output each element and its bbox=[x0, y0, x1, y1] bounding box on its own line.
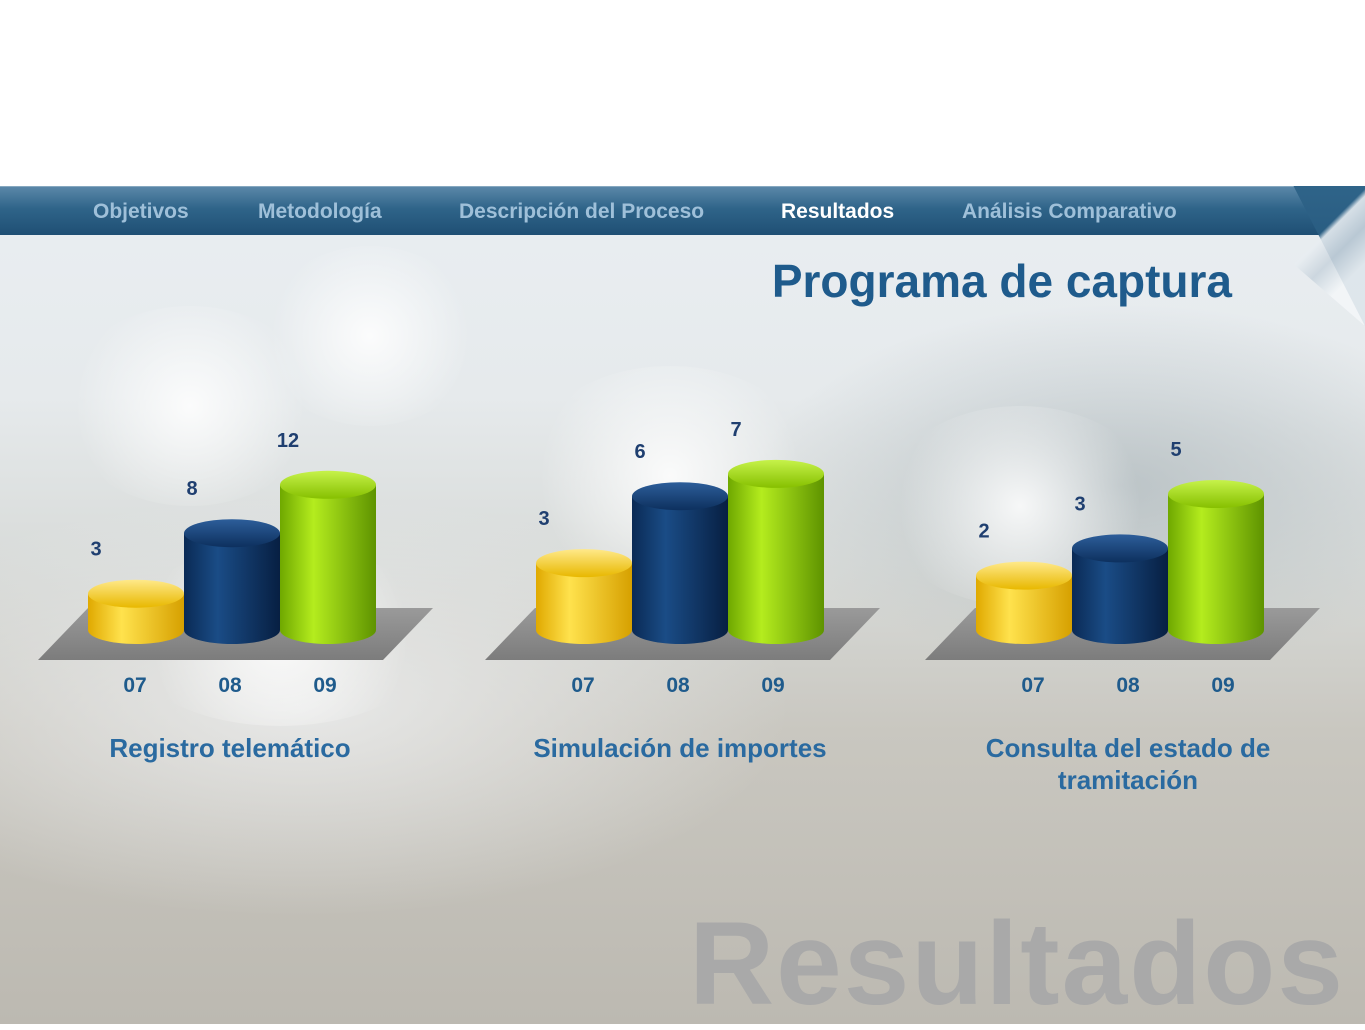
bar-top bbox=[184, 519, 280, 548]
bar-top bbox=[280, 470, 376, 499]
bar-body bbox=[184, 533, 280, 644]
section-watermark: Resultados bbox=[688, 898, 1345, 1030]
value-label: 6 bbox=[634, 441, 645, 463]
bar-body bbox=[280, 484, 376, 644]
value-label: 2 bbox=[978, 521, 989, 543]
bar-body bbox=[976, 575, 1072, 644]
bar-07 bbox=[976, 561, 1072, 644]
tick-label: 09 bbox=[313, 674, 336, 697]
tick-label: 08 bbox=[218, 674, 242, 697]
nav-item-descripcion[interactable]: Descripción del Proceso bbox=[459, 200, 705, 223]
bar-09 bbox=[728, 459, 824, 644]
tick-label: 08 bbox=[1116, 674, 1140, 697]
value-label: 3 bbox=[1074, 493, 1085, 515]
nav-item-resultados[interactable]: Resultados bbox=[781, 200, 895, 223]
value-label: 5 bbox=[1170, 439, 1181, 461]
value-label: 8 bbox=[186, 478, 197, 500]
bar-07 bbox=[88, 579, 184, 644]
value-label: 3 bbox=[538, 508, 549, 530]
chart-title-registro: Registro telemático bbox=[109, 733, 351, 763]
bar-body bbox=[1072, 548, 1168, 644]
bar-09 bbox=[1168, 480, 1264, 644]
chart-title-consulta: Consulta del estado de tramitación bbox=[985, 733, 1271, 795]
bar-07 bbox=[536, 549, 632, 644]
bar-08 bbox=[1072, 534, 1168, 644]
value-label: 12 bbox=[277, 430, 299, 452]
nav-bar: Objetivos Metodología Descripción del Pr… bbox=[0, 186, 1365, 235]
bar-08 bbox=[184, 519, 280, 644]
bar-09 bbox=[280, 470, 376, 644]
nav-item-objetivos[interactable]: Objetivos bbox=[93, 200, 189, 223]
blossom-decoration bbox=[260, 246, 480, 426]
bar-body bbox=[1168, 494, 1264, 644]
bar-top bbox=[728, 459, 824, 488]
bar-body bbox=[632, 496, 728, 644]
bar-top bbox=[976, 561, 1072, 590]
tick-label: 07 bbox=[123, 674, 146, 697]
value-label: 3 bbox=[90, 539, 101, 561]
bar-top bbox=[536, 549, 632, 578]
tick-label: 07 bbox=[571, 674, 594, 697]
tick-label: 09 bbox=[1211, 674, 1234, 697]
bar-top bbox=[632, 482, 728, 511]
tick-label: 08 bbox=[666, 674, 690, 697]
bar-body bbox=[728, 473, 824, 644]
bar-08 bbox=[632, 482, 728, 644]
chart-title-simulacion: Simulación de importes bbox=[533, 733, 827, 763]
tick-label: 07 bbox=[1021, 674, 1044, 697]
bar-top bbox=[1168, 480, 1264, 508]
bar-body bbox=[536, 563, 632, 644]
nav-item-analisis[interactable]: Análisis Comparativo bbox=[962, 200, 1177, 223]
bar-top bbox=[1072, 534, 1168, 563]
value-label: 7 bbox=[730, 419, 741, 441]
tick-label: 09 bbox=[761, 674, 784, 697]
bar-top bbox=[88, 579, 184, 608]
bar-body bbox=[88, 593, 184, 644]
nav-item-metodologia[interactable]: Metodología bbox=[258, 200, 382, 223]
page-title: Programa de captura bbox=[771, 255, 1232, 307]
